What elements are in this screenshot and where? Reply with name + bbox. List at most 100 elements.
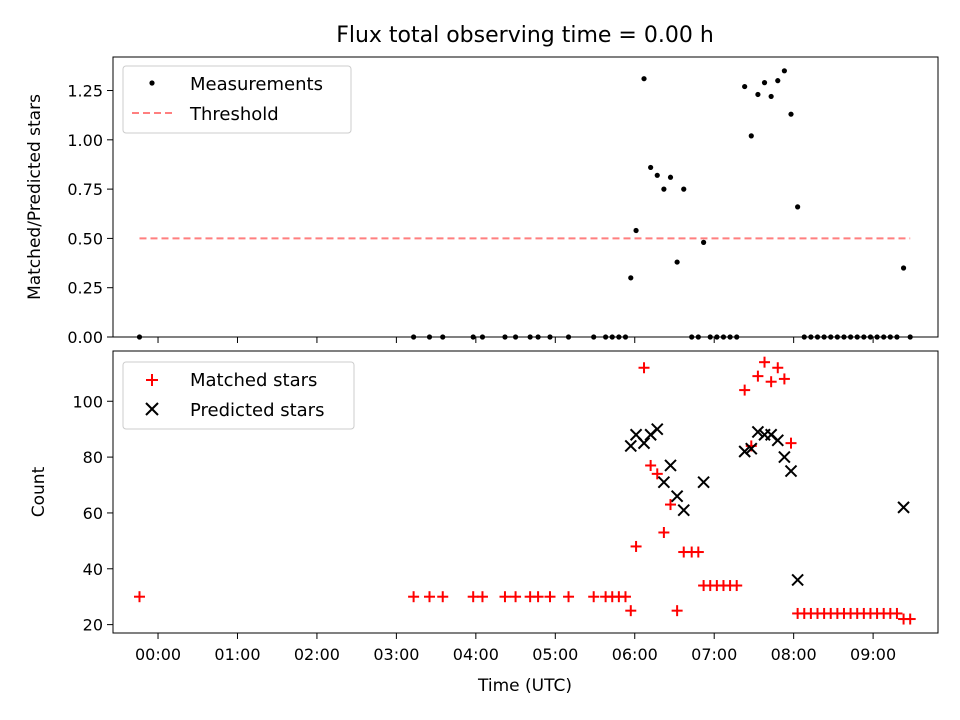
measurement-point	[900, 265, 907, 271]
predicted-star-stroke-b	[745, 442, 758, 455]
measurement-point	[808, 334, 814, 340]
matched-star-point	[510, 591, 522, 603]
matched-star-point	[785, 437, 797, 449]
x-tick-label: 05:00	[532, 645, 578, 664]
matched-star-point	[765, 376, 777, 388]
predicted-star-stroke-b	[651, 422, 664, 436]
x-tick-label: 04:00	[453, 645, 499, 664]
measurement-point	[411, 334, 417, 340]
predicted-star-point	[697, 476, 710, 489]
predicted-star-point	[651, 422, 664, 436]
matched-star-point	[671, 605, 683, 617]
matched-star-point	[133, 591, 145, 603]
measurement-point	[848, 334, 854, 340]
x-tick-label: 09:00	[850, 645, 896, 664]
x-tick-label: 03:00	[373, 645, 419, 664]
matched-star-point	[467, 591, 479, 603]
matched-star-point	[532, 591, 544, 603]
measurement-point	[748, 133, 754, 139]
measurement-point	[775, 78, 781, 84]
top-marks	[136, 68, 913, 340]
legend-threshold-label: Threshold	[189, 104, 279, 125]
legend-measurements-label: Measurements	[190, 74, 323, 95]
predicted-star-point	[751, 425, 765, 439]
measurement-point	[661, 186, 667, 192]
matched-star-point	[651, 468, 663, 480]
predicted-star-stroke-b	[771, 434, 784, 447]
matched-star-point	[588, 591, 600, 603]
measurement-point	[854, 334, 860, 340]
matched-star-point	[638, 362, 650, 374]
x-axis-label: Time (UTC)	[477, 676, 572, 696]
measurement-point	[426, 334, 433, 340]
matched-star-point	[891, 607, 903, 619]
x-tick-label: 08:00	[771, 645, 817, 664]
measurement-point	[894, 334, 900, 340]
legend-predicted-icon	[145, 402, 159, 416]
predicted-star-stroke-b	[778, 450, 791, 464]
measurement-point	[861, 334, 867, 340]
measurement-point	[761, 80, 768, 86]
top-y-tick-label: 1.25	[67, 82, 103, 101]
top-y-tick-label: 0.00	[67, 328, 103, 347]
measurement-point	[834, 334, 840, 340]
measurement-point	[674, 259, 680, 265]
matched-star-point	[739, 384, 751, 396]
predicted-star-stroke-b	[697, 476, 710, 489]
measurement-point	[622, 334, 629, 340]
measurement-point	[502, 334, 508, 340]
x-tick-label: 02:00	[294, 645, 340, 664]
measurement-point	[667, 174, 674, 180]
predicted-star-stroke-b	[751, 425, 765, 439]
predicted-star-stroke-b	[664, 459, 677, 472]
matched-star-point	[731, 580, 743, 592]
predicted-star-stroke-b	[637, 436, 651, 450]
matched-star-point	[904, 613, 916, 625]
predicted-star-point	[784, 464, 798, 478]
bottom-legend-box	[122, 361, 355, 430]
measurement-point	[714, 334, 720, 340]
predicted-star-stroke-b	[764, 428, 778, 441]
x-tick-label: 00:00	[135, 645, 181, 664]
top-x-ticks	[157, 337, 874, 343]
legend-measurements-icon	[149, 80, 155, 86]
measurement-point	[689, 334, 695, 340]
predicted-star-point	[657, 476, 671, 489]
predicted-star-stroke-b	[624, 439, 637, 453]
predicted-star-point	[778, 450, 791, 464]
top-legend-box	[122, 65, 352, 134]
matched-star-point	[772, 362, 784, 374]
x-tick-label: 06:00	[612, 645, 658, 664]
matched-star-point	[625, 605, 637, 617]
bottom-y-label: Count	[29, 466, 49, 517]
predicted-star-point	[624, 439, 637, 453]
measurement-point	[547, 334, 553, 340]
x-tick-label: 01:00	[214, 645, 260, 664]
measurement-point	[887, 334, 893, 340]
measurement-point	[603, 334, 609, 340]
measurement-point	[527, 334, 533, 340]
bottom-y-tick-label: 80	[83, 448, 103, 467]
measurement-point	[440, 334, 446, 340]
measurement-point	[768, 93, 774, 100]
measurement-point	[512, 334, 519, 340]
predicted-star-stroke-b	[670, 489, 684, 503]
measurement-point	[707, 334, 713, 340]
top-y-tick-label: 0.50	[67, 229, 103, 248]
predicted-star-stroke-b	[791, 573, 804, 587]
legend-matched-icon	[146, 374, 158, 386]
measurement-point	[867, 334, 874, 340]
legend-predicted-label: Predicted stars	[190, 400, 324, 421]
predicted-star-point	[771, 434, 784, 447]
predicted-star-point	[637, 436, 651, 450]
predicted-star-point	[677, 503, 690, 517]
measurement-point	[828, 334, 834, 340]
top-y-tick-label: 0.75	[67, 180, 103, 199]
matched-star-point	[408, 591, 420, 603]
bottom-y-tick-label: 40	[83, 560, 103, 579]
bottom-x-ticks: 00:00 01:00 02:00 03:00 04:00 05:00 06:00 07:00…	[135, 633, 896, 664]
measurement-point	[788, 111, 794, 117]
bottom-y-tick-label: 20	[83, 616, 103, 635]
measurement-point	[609, 334, 615, 340]
measurement-point	[654, 172, 660, 178]
